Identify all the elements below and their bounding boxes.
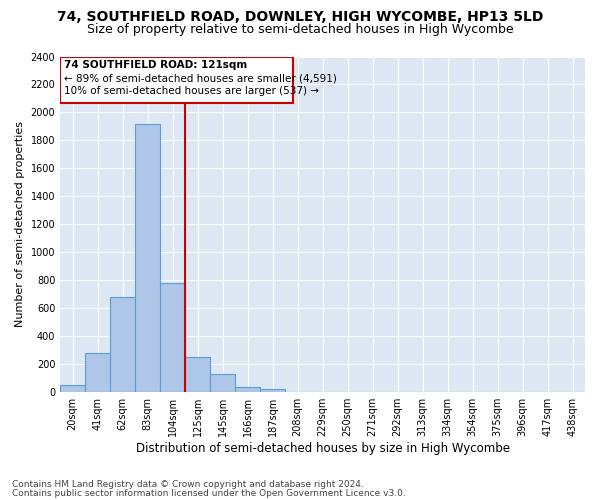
Bar (85, 353, 110, 392)
Bar (185, 357, 210, 392)
Text: Contains public sector information licensed under the Open Government Licence v3: Contains public sector information licen… (12, 488, 406, 498)
Text: 10% of semi-detached houses are larger (537) →: 10% of semi-detached houses are larger (… (64, 86, 319, 96)
Bar (110, 297, 135, 392)
Text: Size of property relative to semi-detached houses in High Wycombe: Size of property relative to semi-detach… (86, 22, 514, 36)
FancyBboxPatch shape (60, 56, 293, 104)
Bar (135, 124, 160, 392)
Y-axis label: Number of semi-detached properties: Number of semi-detached properties (15, 122, 25, 328)
Bar (210, 374, 235, 392)
Bar (160, 283, 185, 392)
X-axis label: Distribution of semi-detached houses by size in High Wycombe: Distribution of semi-detached houses by … (136, 442, 509, 455)
Text: 74, SOUTHFIELD ROAD, DOWNLEY, HIGH WYCOMBE, HP13 5LD: 74, SOUTHFIELD ROAD, DOWNLEY, HIGH WYCOM… (57, 10, 543, 24)
Text: ← 89% of semi-detached houses are smaller (4,591): ← 89% of semi-detached houses are smalle… (64, 74, 337, 84)
Bar (60, 385, 85, 392)
Text: 74 SOUTHFIELD ROAD: 121sqm: 74 SOUTHFIELD ROAD: 121sqm (64, 60, 247, 70)
Bar (235, 388, 260, 392)
Bar (260, 388, 285, 392)
Text: Contains HM Land Registry data © Crown copyright and database right 2024.: Contains HM Land Registry data © Crown c… (12, 480, 364, 489)
